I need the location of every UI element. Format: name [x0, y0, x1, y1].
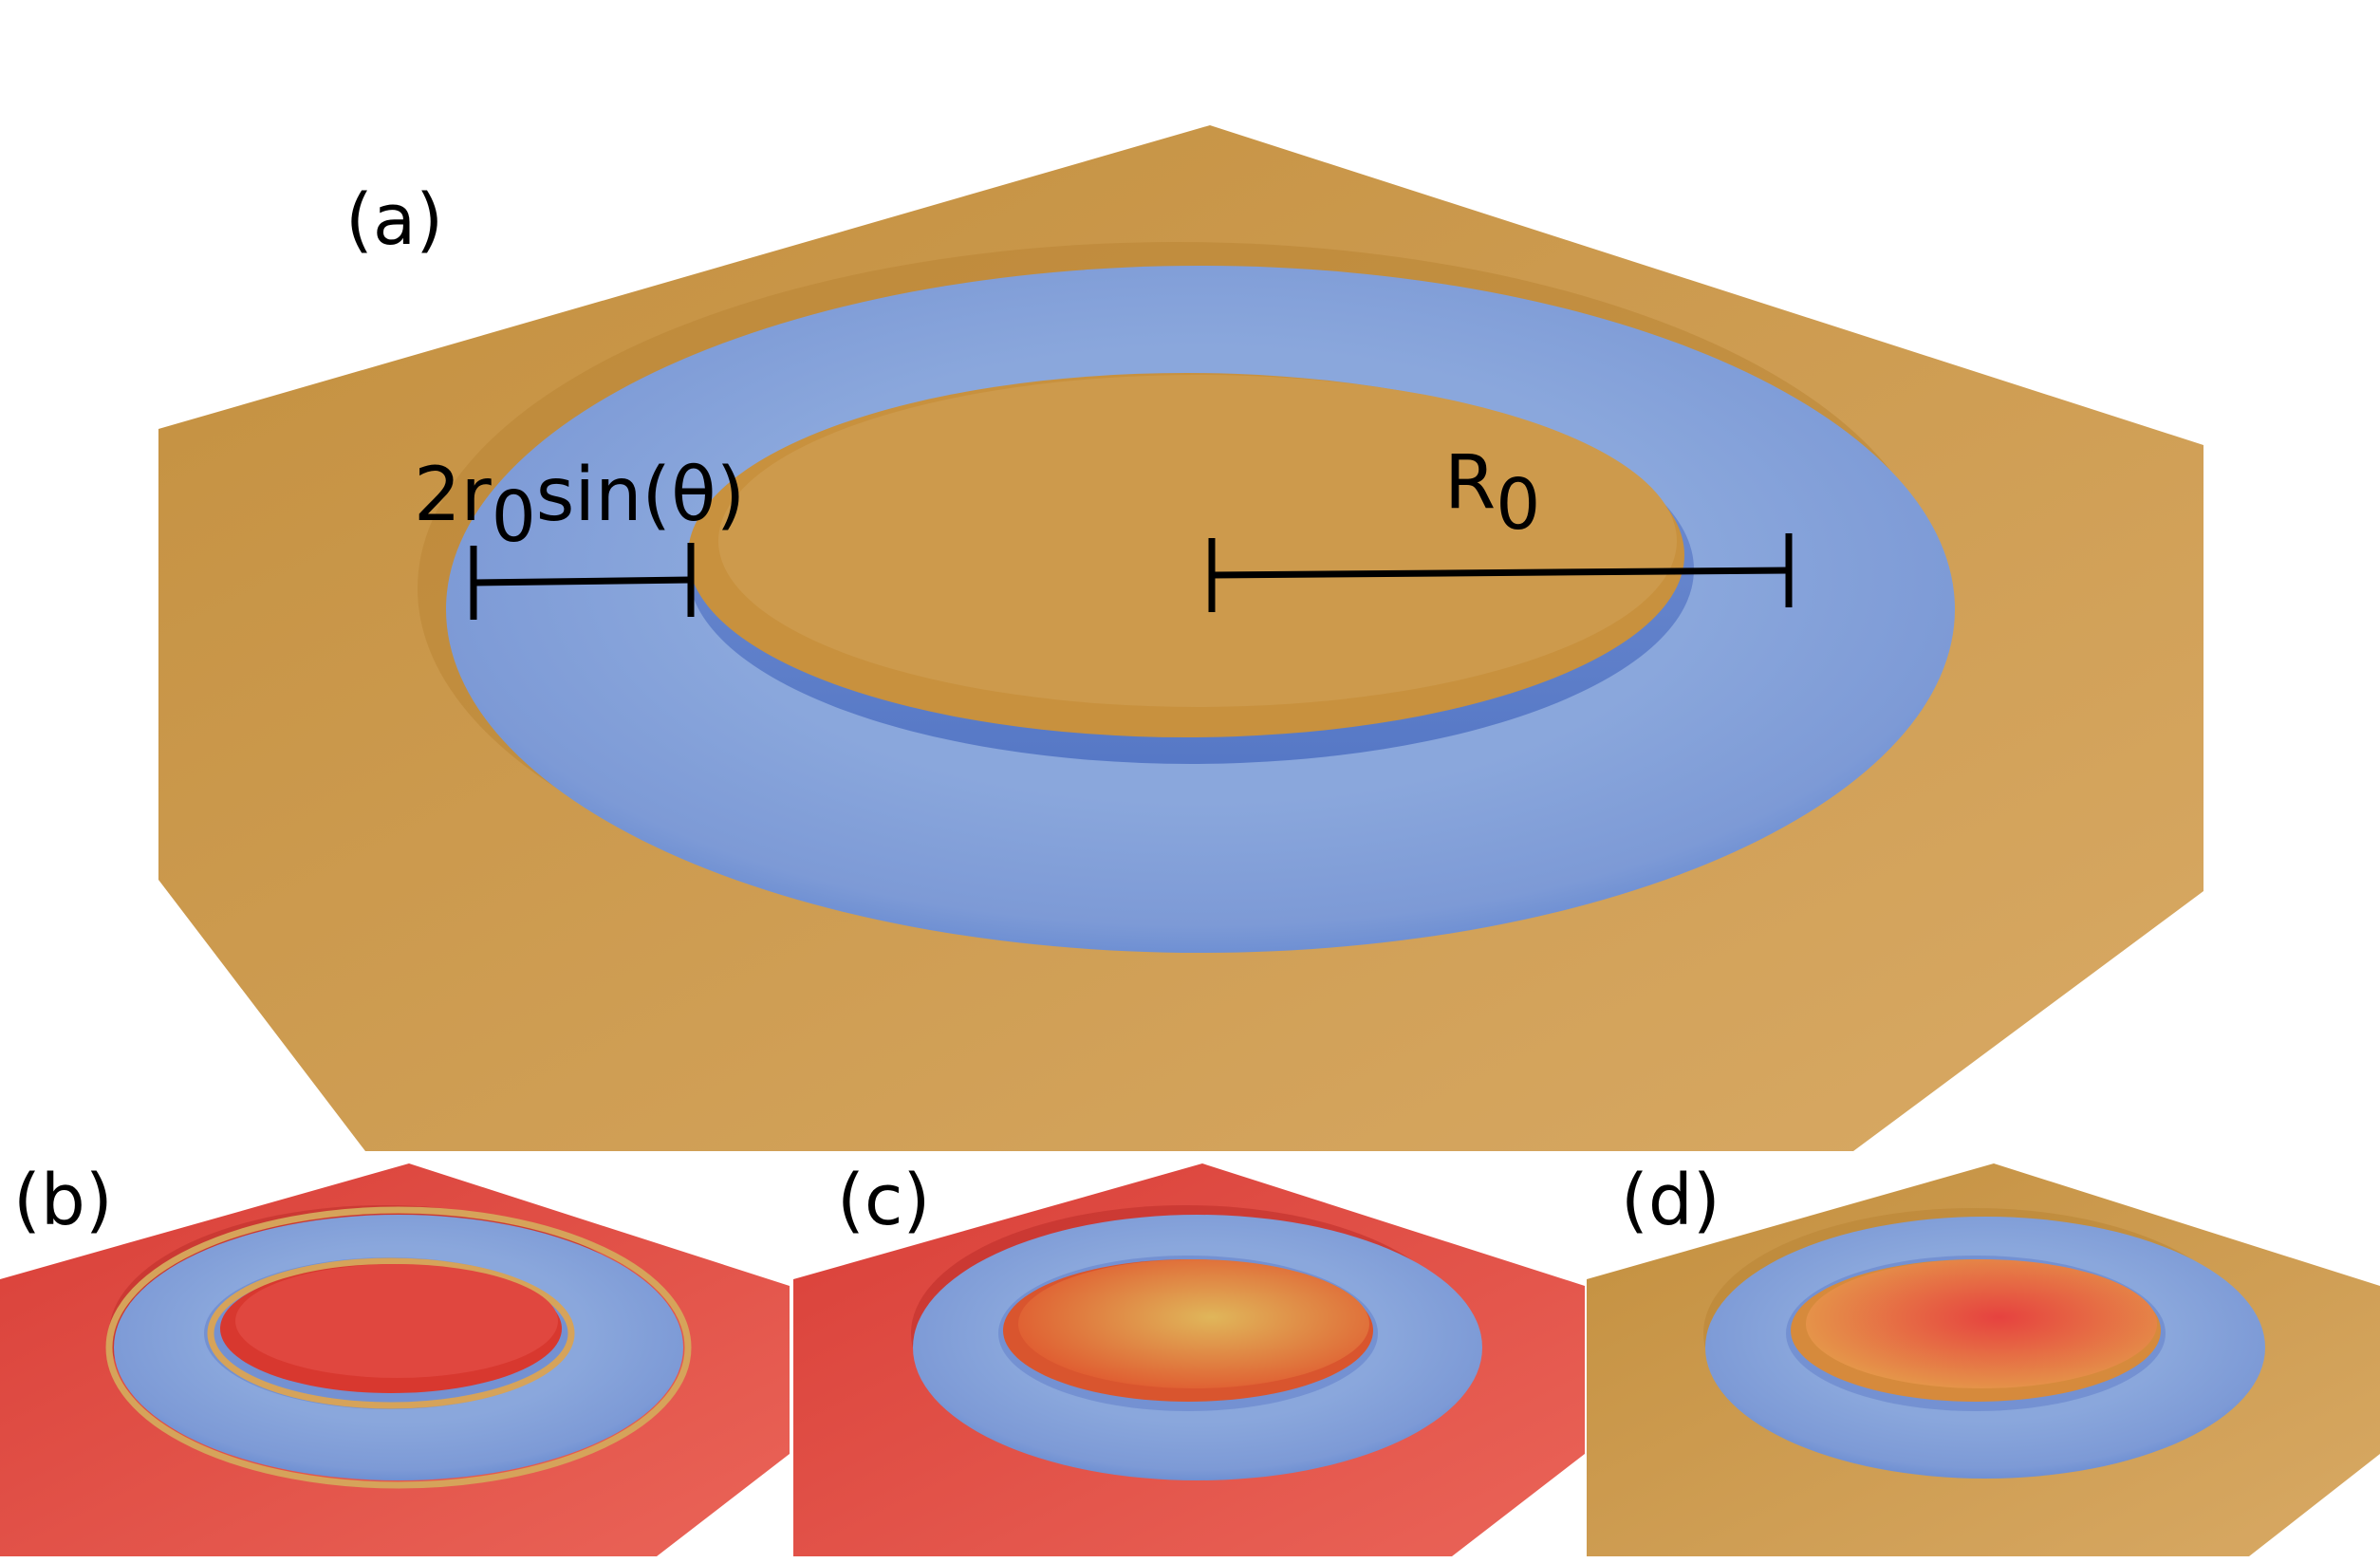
panel-b: (b): [0, 1160, 790, 1556]
tube-width-label: 2r0sin(θ): [414, 453, 745, 558]
panel-a: (a) 2r0sin(θ) R0: [158, 125, 2203, 1151]
tube-width-subscript: 0: [492, 476, 536, 558]
tube-width-dimension: 2r0sin(θ): [414, 453, 745, 620]
radius-line: [1211, 567, 1790, 579]
radius-dimension: R0: [1208, 440, 1793, 612]
radius-main: R: [1444, 440, 1496, 526]
center-disc-top-b: [235, 1264, 558, 1378]
panel-c: (c): [793, 1160, 1585, 1556]
tube-width-prefix: 2r: [414, 453, 493, 538]
center-disc-top-c: [1018, 1259, 1369, 1388]
panel-label-b: (b): [13, 1160, 113, 1241]
panel-d: (d): [1587, 1160, 2380, 1556]
center-disc-top-d: [1806, 1259, 2157, 1388]
radius-subscript: 0: [1496, 464, 1540, 546]
tube-width-suffix: sin(θ): [536, 453, 745, 538]
panel-label-d: (d): [1621, 1160, 1720, 1241]
gold-ring-b: [105, 1206, 692, 1489]
panel-label-a: (a): [345, 179, 443, 261]
radius-label: R0: [1444, 440, 1540, 546]
panel-label-c: (c): [837, 1160, 930, 1241]
center-disc-top-a: [718, 375, 1677, 707]
gold-inner-ring-b: [207, 1257, 575, 1409]
tube-width-line: [473, 576, 692, 586]
